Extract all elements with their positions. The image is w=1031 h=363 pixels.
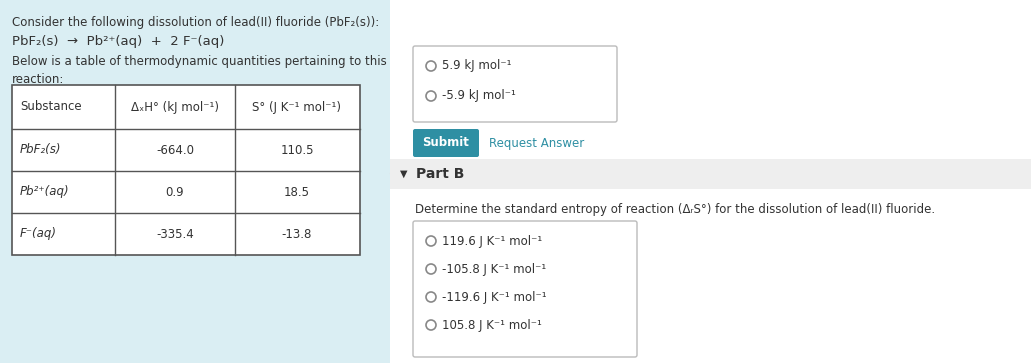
Text: Below is a table of thermodynamic quantities pertaining to this
reaction:: Below is a table of thermodynamic quanti… — [12, 55, 387, 86]
Text: Part B: Part B — [415, 167, 464, 181]
Text: 110.5: 110.5 — [280, 143, 313, 156]
Text: 0.9: 0.9 — [166, 185, 185, 199]
Text: Request Answer: Request Answer — [489, 136, 585, 150]
Text: Determine the standard entropy of reaction (ΔᵣS°) for the dissolution of lead(II: Determine the standard entropy of reacti… — [415, 203, 935, 216]
Text: 5.9 kJ mol⁻¹: 5.9 kJ mol⁻¹ — [442, 60, 511, 73]
FancyBboxPatch shape — [390, 159, 1031, 189]
Text: 105.8 J K⁻¹ mol⁻¹: 105.8 J K⁻¹ mol⁻¹ — [442, 318, 542, 331]
Text: ΔₓH° (kJ mol⁻¹): ΔₓH° (kJ mol⁻¹) — [131, 101, 219, 114]
Text: Consider the following dissolution of lead(II) fluoride (PbF₂(s)):: Consider the following dissolution of le… — [12, 16, 379, 29]
Text: Pb²⁺(aq): Pb²⁺(aq) — [20, 185, 70, 199]
Text: PbF₂(s)  →  Pb²⁺(aq)  +  2 F⁻(aq): PbF₂(s) → Pb²⁺(aq) + 2 F⁻(aq) — [12, 35, 225, 48]
FancyBboxPatch shape — [0, 0, 390, 363]
Text: -335.4: -335.4 — [156, 228, 194, 241]
FancyBboxPatch shape — [390, 0, 1031, 363]
Text: F⁻(aq): F⁻(aq) — [20, 228, 57, 241]
Text: -119.6 J K⁻¹ mol⁻¹: -119.6 J K⁻¹ mol⁻¹ — [442, 290, 546, 303]
FancyBboxPatch shape — [413, 46, 617, 122]
FancyBboxPatch shape — [413, 221, 637, 357]
Bar — [12, 85, 360, 255]
Text: -5.9 kJ mol⁻¹: -5.9 kJ mol⁻¹ — [442, 90, 516, 102]
Text: -105.8 J K⁻¹ mol⁻¹: -105.8 J K⁻¹ mol⁻¹ — [442, 262, 546, 276]
Text: Substance: Substance — [20, 101, 81, 114]
Text: -664.0: -664.0 — [156, 143, 194, 156]
Text: S° (J K⁻¹ mol⁻¹): S° (J K⁻¹ mol⁻¹) — [253, 101, 341, 114]
Text: PbF₂(s): PbF₂(s) — [20, 143, 62, 156]
Text: 119.6 J K⁻¹ mol⁻¹: 119.6 J K⁻¹ mol⁻¹ — [442, 234, 542, 248]
Text: Submit: Submit — [423, 136, 469, 150]
Text: 18.5: 18.5 — [284, 185, 310, 199]
Text: ▼: ▼ — [400, 169, 407, 179]
FancyBboxPatch shape — [413, 129, 479, 157]
Text: -13.8: -13.8 — [281, 228, 312, 241]
